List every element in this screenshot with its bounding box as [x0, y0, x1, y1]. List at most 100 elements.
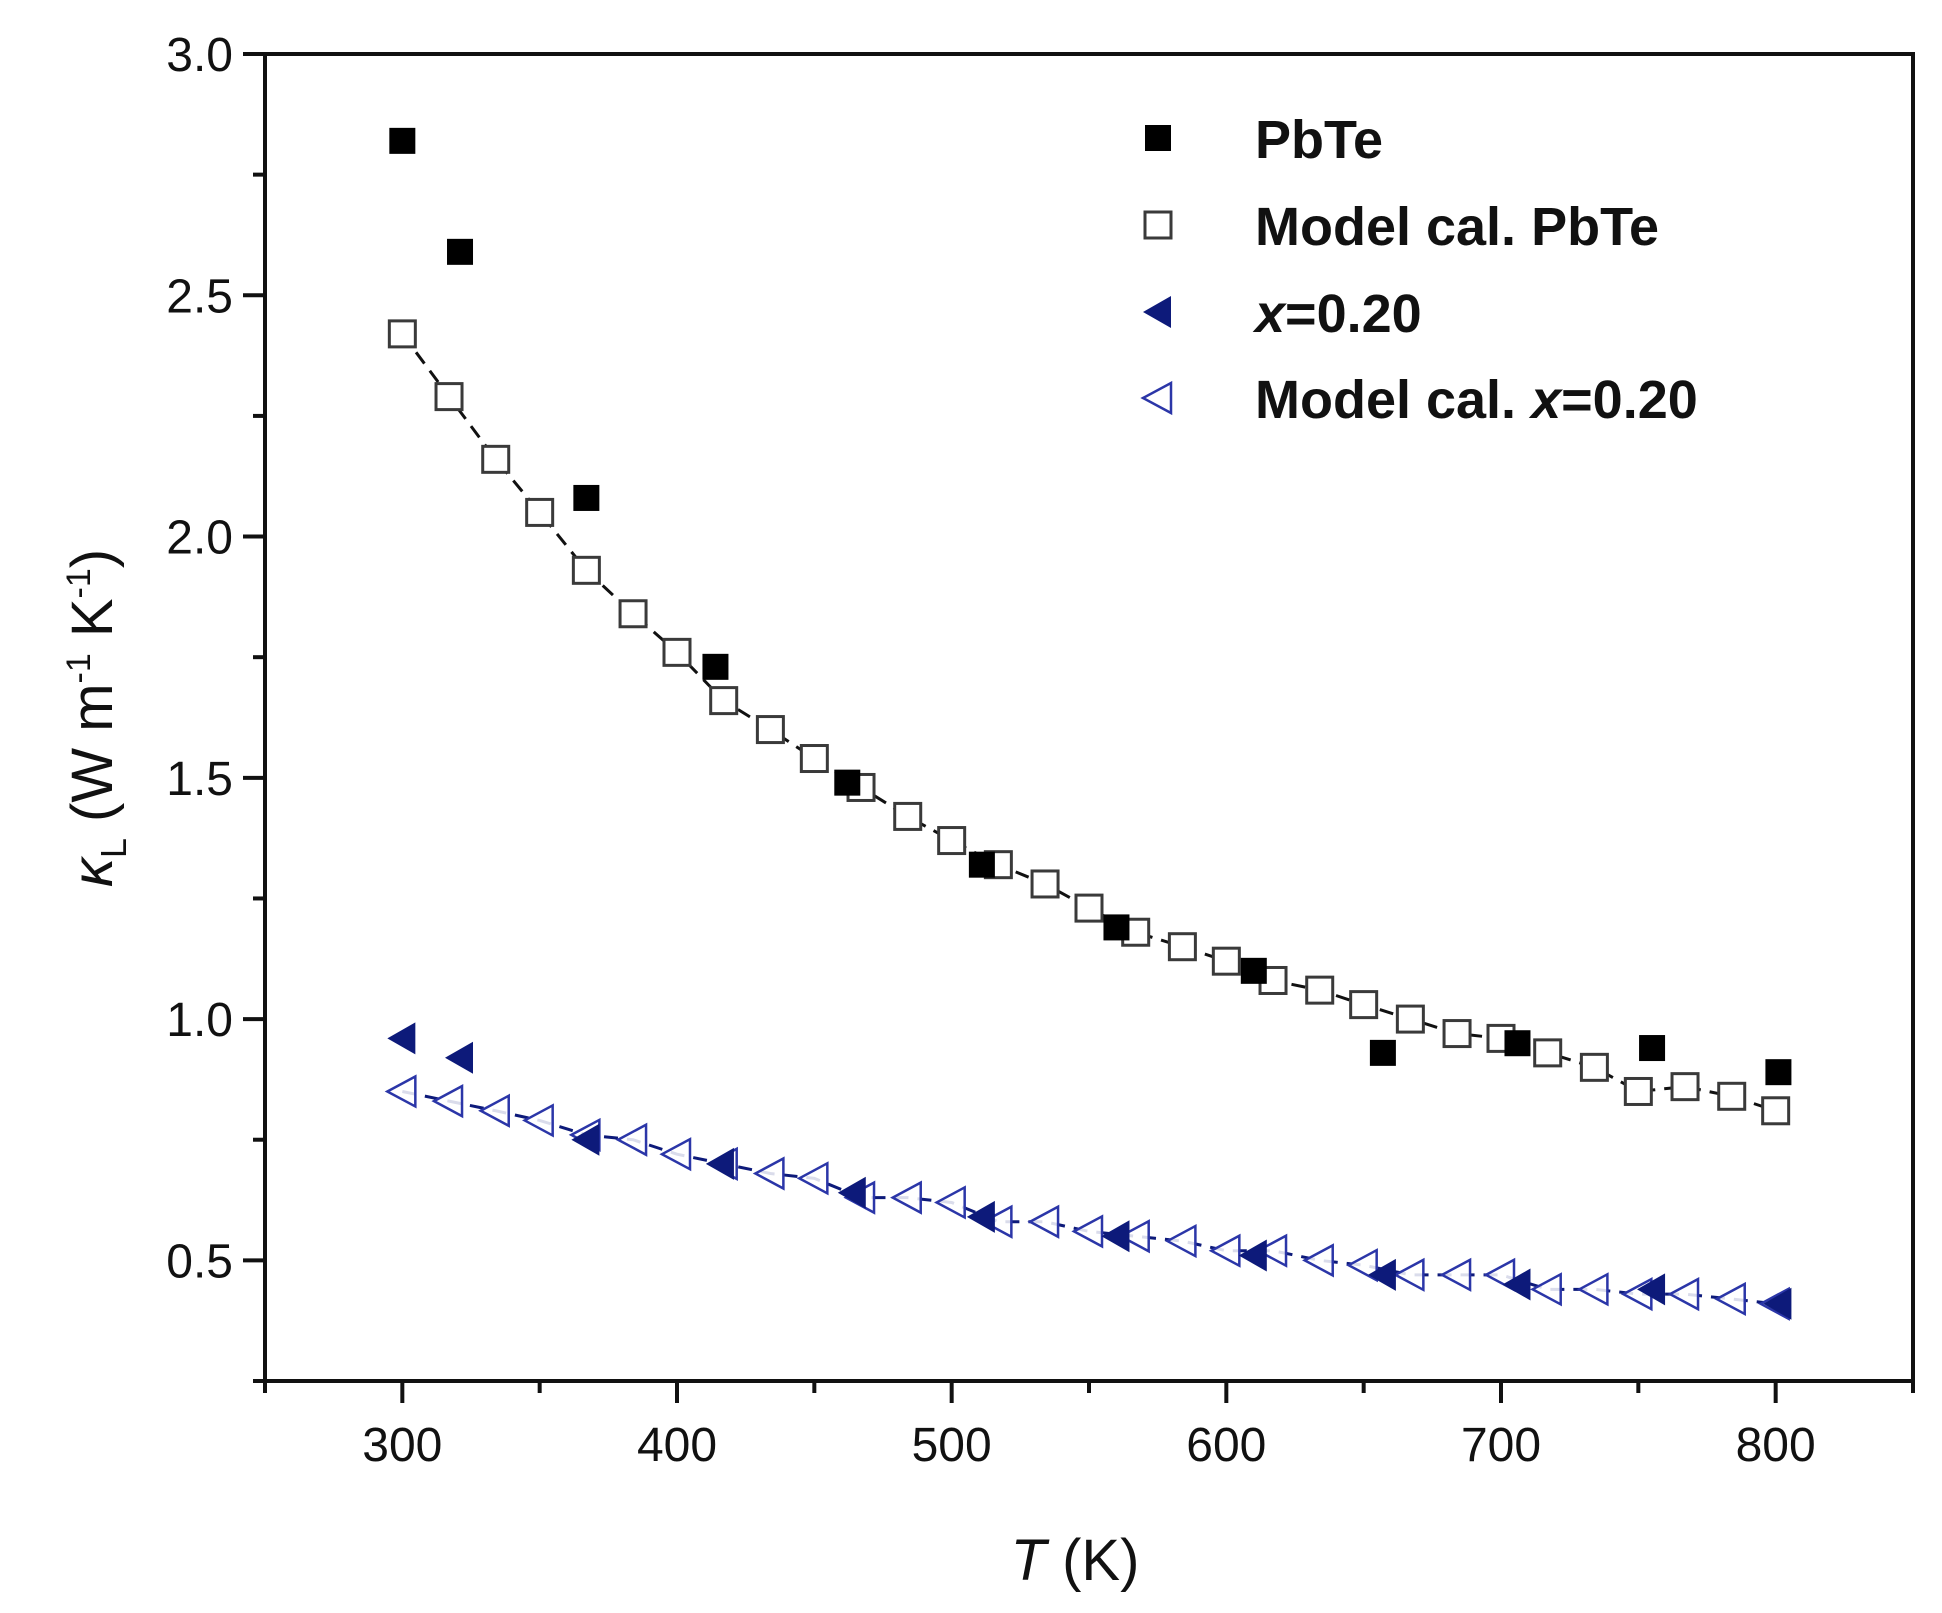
point-x-0-20 — [1367, 1258, 1396, 1291]
point-model-cal-pbte — [1305, 975, 1335, 1005]
point-pbte — [389, 127, 416, 154]
fit-line-model-cal-pbte — [401, 332, 1777, 1113]
legend-marker-model-cal-x-0-20 — [1140, 380, 1173, 416]
x-tick-label: 800 — [1736, 1419, 1816, 1472]
point-model-cal-pbte — [662, 637, 692, 667]
point-pbte — [1639, 1035, 1666, 1062]
series-model-cal-pbte — [387, 319, 1791, 1126]
point-model-cal-x-0-20 — [1164, 1223, 1197, 1259]
y-tick-label: 2.0 — [166, 512, 233, 565]
point-model-cal-x-0-20 — [1439, 1257, 1472, 1292]
point-pbte — [573, 484, 600, 511]
y-tick-label: 0.5 — [166, 1235, 233, 1288]
point-model-cal-pbte — [571, 555, 601, 585]
point-pbte — [1240, 957, 1267, 984]
point-model-cal-x-0-20 — [1255, 1233, 1288, 1268]
x-tick-label: 700 — [1461, 1419, 1541, 1472]
point-model-cal-x-0-20 — [522, 1103, 554, 1138]
legend-label: PbTe — [1255, 110, 1383, 170]
legend-marker-x-0-20 — [1143, 296, 1171, 328]
point-pbte — [1369, 1039, 1396, 1066]
y-tick-label: 2.5 — [166, 270, 233, 323]
point-model-cal-x-0-20 — [1071, 1214, 1104, 1249]
point-model-cal-x-0-20 — [752, 1156, 785, 1191]
point-x-0-20 — [966, 1200, 995, 1233]
legend-item-pbte: PbTe — [1145, 110, 1383, 170]
point-pbte — [834, 769, 861, 796]
point-model-cal-x-0-20 — [934, 1185, 966, 1220]
point-x-0-20 — [1763, 1287, 1792, 1320]
legend-marker-pbte — [1145, 125, 1171, 151]
point-model-cal-x-0-20 — [1714, 1281, 1746, 1317]
point-model-cal-x-0-20 — [1667, 1277, 1700, 1312]
point-x-0-20 — [1238, 1239, 1267, 1272]
y-tick-label: 1.5 — [166, 753, 233, 806]
series-x-0-20 — [387, 1022, 1792, 1320]
point-model-cal-pbte — [1670, 1072, 1700, 1102]
point-model-cal-pbte — [1395, 1004, 1425, 1034]
plot-area — [384, 127, 1792, 1321]
point-model-cal-pbte — [1533, 1038, 1563, 1068]
point-model-cal-pbte — [709, 686, 739, 716]
point-model-cal-x-0-20 — [431, 1084, 464, 1119]
point-pbte — [702, 653, 729, 680]
point-model-cal-x-0-20 — [1392, 1257, 1425, 1292]
y-tick-label: 3.0 — [166, 29, 233, 82]
legend-label: Model cal. PbTe — [1255, 197, 1659, 257]
point-model-cal-pbte — [1717, 1081, 1747, 1111]
point-pbte — [968, 851, 995, 878]
x-tick-label: 300 — [362, 1419, 442, 1472]
point-x-0-20 — [705, 1147, 734, 1180]
x-tick-label: 500 — [912, 1419, 992, 1472]
x-axis-title: T (K) — [1011, 1528, 1140, 1593]
fit-line-model-cal-x-0-20 — [402, 1090, 1776, 1306]
point-model-cal-pbte — [1761, 1096, 1791, 1126]
point-pbte — [1765, 1059, 1792, 1086]
point-x-0-20 — [1637, 1273, 1666, 1306]
point-model-cal-x-0-20 — [384, 1074, 417, 1109]
point-model-cal-x-0-20 — [796, 1161, 829, 1196]
point-model-cal-pbte — [525, 497, 555, 527]
point-model-cal-pbte — [799, 744, 829, 774]
legend-label: Model cal. x=0.20 — [1255, 370, 1698, 430]
y-tick-label: 1.0 — [166, 994, 233, 1047]
point-model-cal-x-0-20 — [659, 1137, 692, 1172]
point-model-cal-pbte — [893, 801, 923, 831]
point-pbte — [447, 238, 474, 265]
point-model-cal-x-0-20 — [890, 1180, 922, 1215]
x-tick-label: 600 — [1186, 1419, 1266, 1472]
legend: PbTe Model cal. PbTe x=0.20 Model cal. x=0.… — [1140, 110, 1698, 430]
point-pbte — [1103, 914, 1130, 941]
legend-marker-model-cal-pbte — [1143, 210, 1173, 240]
point-model-cal-pbte — [1623, 1076, 1653, 1106]
legend-item-x-0-20: x=0.20 — [1143, 284, 1422, 344]
point-x-0-20 — [387, 1022, 416, 1055]
point-pbte — [1504, 1030, 1531, 1057]
point-model-cal-pbte — [1349, 990, 1379, 1020]
x-tick-label: 400 — [637, 1419, 717, 1472]
legend-label: x=0.20 — [1252, 284, 1422, 344]
series-model-cal-x-0-20 — [384, 1074, 1790, 1321]
point-model-cal-pbte — [1211, 946, 1241, 976]
point-model-cal-x-0-20 — [1027, 1204, 1060, 1239]
point-model-cal-pbte — [755, 715, 785, 745]
point-model-cal-x-0-20 — [980, 1204, 1013, 1239]
plot-frame — [263, 52, 1915, 1383]
point-model-cal-pbte — [1442, 1019, 1472, 1049]
point-x-0-20 — [1101, 1220, 1130, 1253]
point-x-0-20 — [1502, 1268, 1531, 1301]
point-model-cal-x-0-20 — [1530, 1272, 1562, 1307]
y-axis-title: κL (W m-1 K-1) — [60, 549, 134, 887]
point-x-0-20 — [837, 1176, 866, 1209]
point-model-cal-x-0-20 — [1208, 1233, 1241, 1268]
point-model-cal-x-0-20 — [1118, 1219, 1150, 1254]
y-axis: 0.5 1.0 1.5 2.0 2.5 3.0 — [166, 29, 265, 1383]
point-model-cal-x-0-20 — [478, 1093, 510, 1128]
point-model-cal-pbte — [1074, 893, 1104, 923]
point-x-0-20 — [445, 1041, 474, 1074]
point-model-cal-x-0-20 — [1302, 1243, 1334, 1278]
point-model-cal-pbte — [387, 319, 417, 349]
point-x-0-20 — [571, 1123, 600, 1156]
point-model-cal-x-0-20 — [615, 1122, 648, 1157]
legend-item-model-cal-pbte: Model cal. PbTe — [1143, 197, 1659, 257]
